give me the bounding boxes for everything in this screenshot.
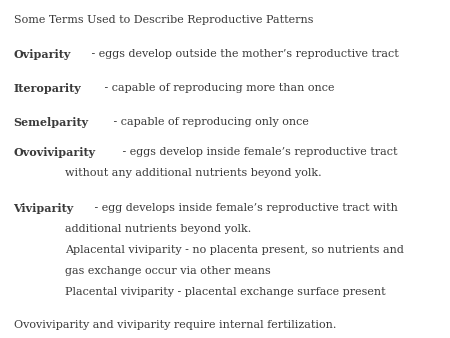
Text: - eggs develop outside the mother’s reproductive tract: - eggs develop outside the mother’s repr… — [88, 49, 398, 59]
Text: without any additional nutrients beyond yolk.: without any additional nutrients beyond … — [65, 168, 322, 178]
Text: Ovoviviparity and viviparity require internal fertilization.: Ovoviviparity and viviparity require int… — [14, 320, 336, 331]
Text: - eggs develop inside female’s reproductive tract: - eggs develop inside female’s reproduct… — [119, 147, 398, 157]
Text: - capable of reproducing more than once: - capable of reproducing more than once — [101, 83, 334, 93]
Text: Ovoviviparity: Ovoviviparity — [14, 147, 95, 158]
Text: additional nutrients beyond yolk.: additional nutrients beyond yolk. — [65, 224, 252, 234]
Text: Iteroparity: Iteroparity — [14, 83, 81, 94]
Text: gas exchange occur via other means: gas exchange occur via other means — [65, 266, 271, 276]
Text: Some Terms Used to Describe Reproductive Patterns: Some Terms Used to Describe Reproductive… — [14, 15, 313, 25]
Text: Aplacental viviparity - no placenta present, so nutrients and: Aplacental viviparity - no placenta pres… — [65, 245, 404, 255]
Text: Semelparity: Semelparity — [14, 117, 89, 128]
Text: - egg develops inside female’s reproductive tract with: - egg develops inside female’s reproduct… — [91, 203, 398, 213]
Text: - capable of reproducing only once: - capable of reproducing only once — [110, 117, 309, 127]
Text: Oviparity: Oviparity — [14, 49, 71, 60]
Text: Placental viviparity - placental exchange surface present: Placental viviparity - placental exchang… — [65, 287, 386, 297]
Text: Viviparity: Viviparity — [14, 203, 74, 214]
